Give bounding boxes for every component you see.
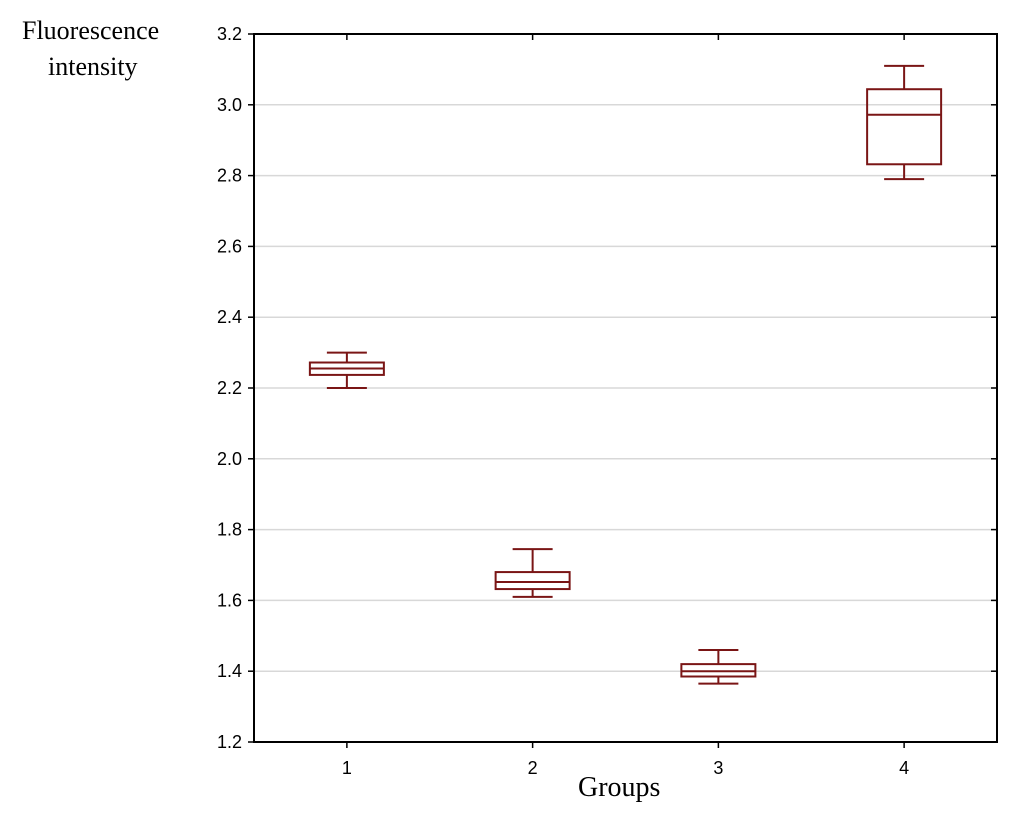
y-tick-label: 2.8 [217,166,242,186]
y-axis: 1.2 1.4 1.6 1.8 2.0 2.2 2.4 2.6 2.8 3.0 3.2 [217,24,997,752]
y-tick-label: 1.2 [217,732,242,752]
box-group-2 [494,548,571,598]
box-group-1 [308,351,385,389]
x-tick-label: 4 [899,758,909,778]
box-iqr [866,88,943,166]
box-iqr [494,571,571,591]
y-tick-label: 2.2 [217,378,242,398]
box-group-3 [680,648,757,685]
y-tick-label: 2.4 [217,307,242,327]
y-tick-label: 2.6 [217,236,242,256]
box-group-4 [866,64,943,181]
boxes [308,64,943,685]
x-tick-label: 1 [342,758,352,778]
x-axis: 1 2 3 4 [342,34,909,778]
y-axis-label-line-2: intensity [48,52,138,81]
x-axis-label: Groups [578,772,661,803]
y-tick-label: 1.4 [217,661,242,681]
y-tick-label: 3.0 [217,95,242,115]
y-tick-label: 3.2 [217,24,242,44]
gridlines [254,104,997,672]
y-axis-label-line-1: Fluorescence [22,16,160,45]
y-tick-label: 2.0 [217,449,242,469]
x-tick-label: 3 [713,758,723,778]
y-tick-label: 1.6 [217,590,242,610]
y-tick-label: 1.8 [217,520,242,540]
x-tick-label: 2 [528,758,538,778]
